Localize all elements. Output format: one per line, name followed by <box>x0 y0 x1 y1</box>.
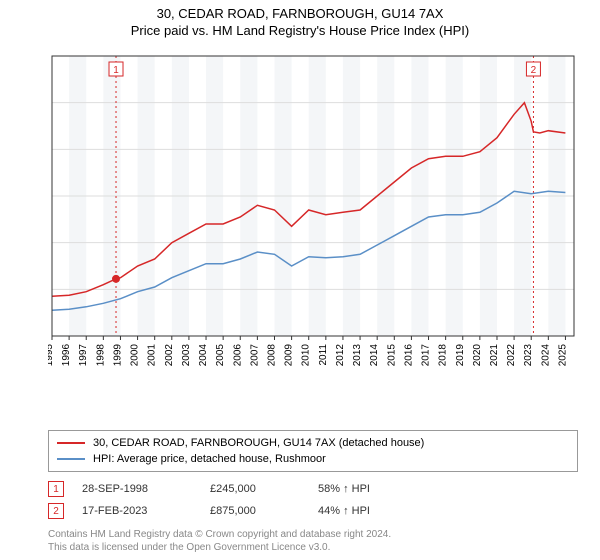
legend-row-series2: HPI: Average price, detached house, Rush… <box>57 451 569 467</box>
svg-text:1995: 1995 <box>48 344 55 367</box>
svg-text:2019: 2019 <box>455 344 466 367</box>
svg-text:2001: 2001 <box>147 344 158 367</box>
data-row-pct: 58% ↑ HPI <box>318 483 428 495</box>
chart-title-line1: 30, CEDAR ROAD, FARNBOROUGH, GU14 7AX <box>0 6 600 21</box>
svg-text:2005: 2005 <box>215 344 226 367</box>
data-row: 1 28-SEP-1998 £245,000 58% ↑ HPI <box>48 478 578 500</box>
svg-text:2014: 2014 <box>369 344 380 367</box>
data-row-table: 1 28-SEP-1998 £245,000 58% ↑ HPI 2 17-FE… <box>48 478 578 522</box>
svg-text:2021: 2021 <box>489 344 500 367</box>
svg-text:2023: 2023 <box>523 344 534 367</box>
svg-text:2009: 2009 <box>284 344 295 367</box>
marker-badge-1: 1 <box>48 481 64 497</box>
data-row-price: £875,000 <box>210 505 300 517</box>
svg-text:2: 2 <box>531 65 537 76</box>
svg-text:2000: 2000 <box>130 344 141 367</box>
legend-box: 30, CEDAR ROAD, FARNBOROUGH, GU14 7AX (d… <box>48 430 578 472</box>
legend-row-series1: 30, CEDAR ROAD, FARNBOROUGH, GU14 7AX (d… <box>57 435 569 451</box>
chart-footer: 30, CEDAR ROAD, FARNBOROUGH, GU14 7AX (d… <box>48 430 578 554</box>
marker-badge-2: 2 <box>48 503 64 519</box>
price-chart: £0£200K£400K£600K£800K£1M£1.2M1995199619… <box>48 52 578 382</box>
data-row-price: £245,000 <box>210 483 300 495</box>
svg-text:2017: 2017 <box>421 344 432 367</box>
svg-text:2007: 2007 <box>249 344 260 367</box>
svg-text:2013: 2013 <box>352 344 363 367</box>
svg-text:1997: 1997 <box>78 344 89 367</box>
svg-text:1999: 1999 <box>112 344 123 367</box>
svg-text:2022: 2022 <box>506 344 517 367</box>
license-line1: Contains HM Land Registry data © Crown c… <box>48 528 578 541</box>
svg-text:2010: 2010 <box>301 344 312 367</box>
svg-text:2002: 2002 <box>164 344 175 367</box>
chart-title-block: 30, CEDAR ROAD, FARNBOROUGH, GU14 7AX Pr… <box>0 0 600 38</box>
svg-text:2018: 2018 <box>438 344 449 367</box>
legend-swatch-2 <box>57 458 85 460</box>
data-row: 2 17-FEB-2023 £875,000 44% ↑ HPI <box>48 500 578 522</box>
svg-text:2012: 2012 <box>335 344 346 367</box>
svg-text:2025: 2025 <box>557 344 568 367</box>
svg-text:1996: 1996 <box>61 344 72 367</box>
svg-text:2020: 2020 <box>472 344 483 367</box>
svg-text:2008: 2008 <box>266 344 277 367</box>
svg-text:2024: 2024 <box>540 344 551 367</box>
svg-text:2015: 2015 <box>386 344 397 367</box>
svg-text:2004: 2004 <box>198 344 209 367</box>
legend-swatch-1 <box>57 442 85 444</box>
data-row-date: 17-FEB-2023 <box>82 505 192 517</box>
svg-text:2006: 2006 <box>232 344 243 367</box>
data-row-pct: 44% ↑ HPI <box>318 505 428 517</box>
data-row-date: 28-SEP-1998 <box>82 483 192 495</box>
license-text: Contains HM Land Registry data © Crown c… <box>48 528 578 554</box>
svg-text:1998: 1998 <box>95 344 106 367</box>
svg-text:2003: 2003 <box>181 344 192 367</box>
svg-text:2016: 2016 <box>403 344 414 367</box>
license-line2: This data is licensed under the Open Gov… <box>48 541 578 554</box>
chart-title-line2: Price paid vs. HM Land Registry's House … <box>0 23 600 38</box>
legend-label-1: 30, CEDAR ROAD, FARNBOROUGH, GU14 7AX (d… <box>93 437 424 449</box>
svg-text:1: 1 <box>113 65 119 76</box>
legend-label-2: HPI: Average price, detached house, Rush… <box>93 453 326 465</box>
svg-text:2011: 2011 <box>318 344 329 366</box>
